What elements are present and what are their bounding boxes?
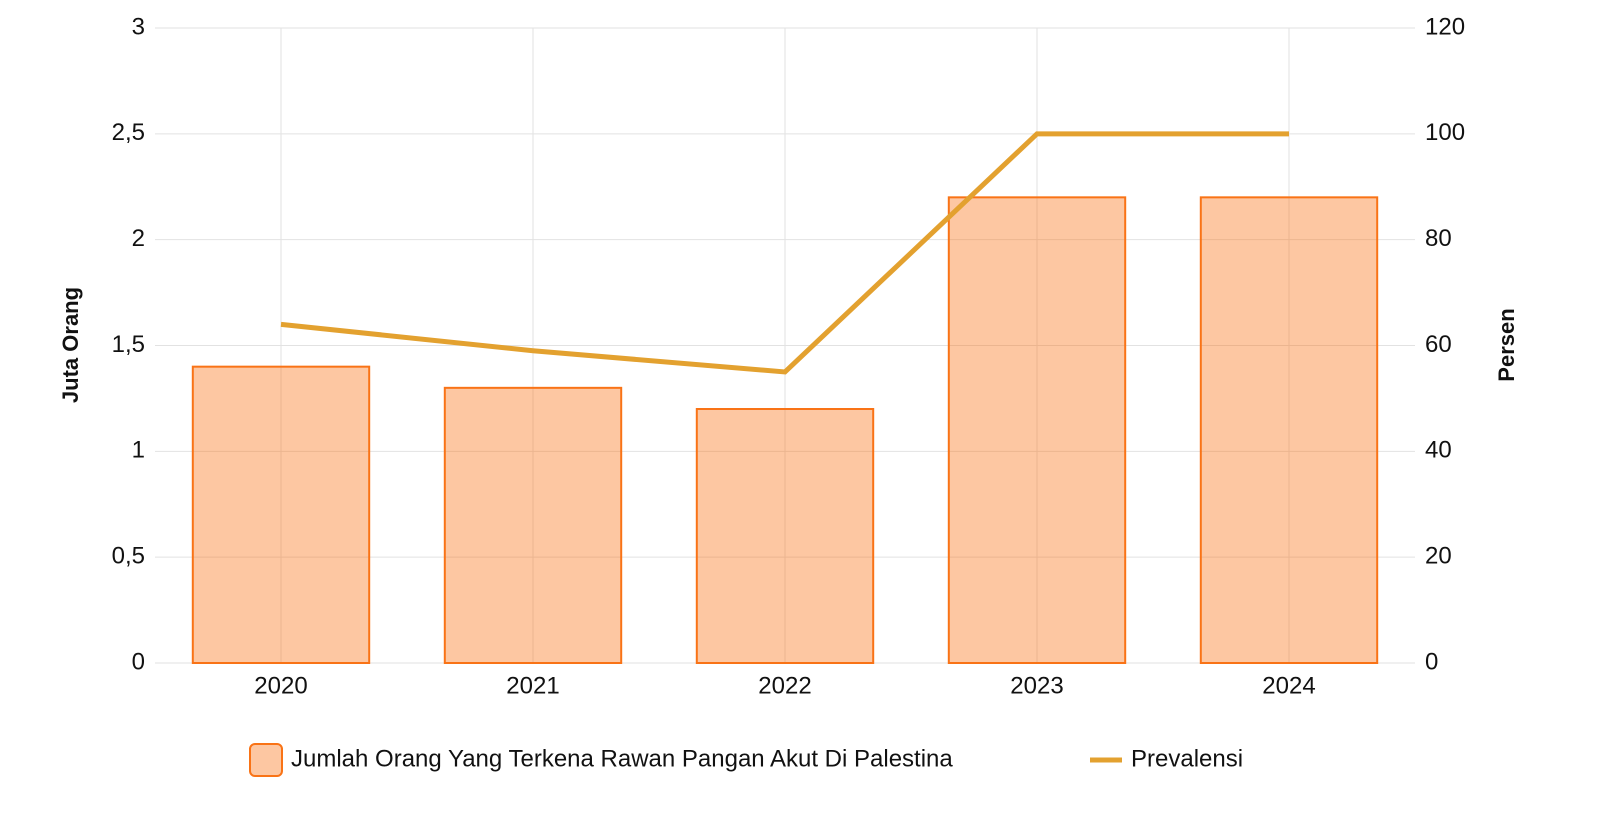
x-tick-label: 2022 (758, 672, 811, 699)
y2-axis-title: Persen (1494, 308, 1519, 381)
bar (191, 365, 371, 664)
bar (443, 386, 623, 664)
y2-tick-label: 0 (1425, 648, 1438, 675)
legend-label: Prevalensi (1131, 745, 1243, 772)
y2-tick-label: 80 (1425, 225, 1452, 252)
legend-label: Jumlah Orang Yang Terkena Rawan Pangan A… (291, 745, 953, 772)
bar (695, 408, 875, 664)
y2-tick-label: 100 (1425, 119, 1465, 146)
line (280, 131, 1289, 375)
y-tick-label: 0 (132, 648, 145, 675)
y2-tick-label: 120 (1425, 13, 1465, 40)
x-tick-label: 2024 (1262, 672, 1315, 699)
y-tick-label: 3 (132, 13, 145, 40)
bar (1199, 196, 1379, 664)
x-tick-label: 2020 (254, 672, 307, 699)
y-axis-title: Juta Orang (58, 287, 83, 403)
y-tick-label: 2 (132, 225, 145, 252)
x-tick-label: 2023 (1010, 672, 1063, 699)
y-tick-label: 2,5 (112, 119, 145, 146)
y2-tick-label: 20 (1425, 543, 1452, 570)
y-tick-label: 0,5 (112, 543, 145, 570)
y2-tick-label: 40 (1425, 437, 1452, 464)
y-tick-label: 1,5 (112, 331, 145, 358)
bar (947, 196, 1127, 664)
legend-swatch (249, 743, 283, 777)
x-tick-label: 2021 (506, 672, 559, 699)
y-tick-label: 1 (132, 437, 145, 464)
y2-tick-label: 60 (1425, 331, 1452, 358)
